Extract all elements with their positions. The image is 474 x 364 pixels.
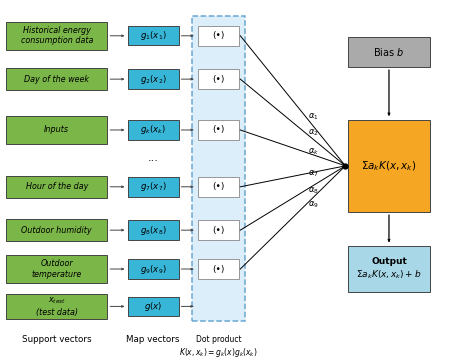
Text: $\Sigma a_kK(x,x_k)$: $\Sigma a_kK(x,x_k)$ [361, 159, 417, 173]
Text: Hour of the day: Hour of the day [26, 182, 88, 191]
Text: (•): (•) [212, 265, 225, 273]
FancyBboxPatch shape [128, 70, 179, 89]
FancyBboxPatch shape [6, 116, 108, 144]
Text: $\alpha_7$: $\alpha_7$ [308, 169, 319, 179]
Text: $\alpha_8$: $\alpha_8$ [308, 185, 319, 195]
Text: $g_2(x_2)$: $g_2(x_2)$ [140, 73, 166, 86]
Text: ...: ... [148, 153, 159, 163]
FancyBboxPatch shape [348, 246, 430, 292]
Text: Map vectors: Map vectors [127, 335, 180, 344]
Text: $\alpha_k$: $\alpha_k$ [308, 147, 319, 158]
Text: (•): (•) [212, 75, 225, 84]
FancyBboxPatch shape [6, 176, 108, 198]
FancyBboxPatch shape [192, 16, 245, 321]
FancyBboxPatch shape [198, 25, 239, 46]
Text: (•): (•) [212, 31, 225, 40]
Text: Bias $b$: Bias $b$ [374, 46, 405, 58]
Text: $\alpha_2$: $\alpha_2$ [308, 128, 319, 138]
Text: Outdoor humidity: Outdoor humidity [21, 226, 92, 235]
FancyBboxPatch shape [6, 219, 108, 241]
FancyBboxPatch shape [128, 259, 179, 279]
FancyBboxPatch shape [198, 69, 239, 89]
Text: (•): (•) [212, 126, 225, 134]
FancyBboxPatch shape [348, 119, 430, 212]
Text: (•): (•) [212, 226, 225, 235]
FancyBboxPatch shape [6, 294, 108, 319]
Text: Day of the week: Day of the week [24, 75, 89, 84]
Text: Inputs: Inputs [44, 126, 69, 134]
Text: $g_8(x_8)$: $g_8(x_8)$ [140, 223, 166, 237]
Text: Support vectors: Support vectors [22, 335, 91, 344]
Text: $x_{test}$
(test data): $x_{test}$ (test data) [36, 296, 78, 317]
Text: Output
$\Sigma a_kK(x,x_k)+b$: Output $\Sigma a_kK(x,x_k)+b$ [356, 257, 422, 281]
FancyBboxPatch shape [128, 177, 179, 197]
FancyBboxPatch shape [348, 37, 430, 67]
FancyBboxPatch shape [128, 120, 179, 140]
Text: Dot product
$K(x,x_k) = g_k(x)g_k(x_k)$: Dot product $K(x,x_k) = g_k(x)g_k(x_k)$ [179, 335, 258, 359]
Text: $g_1(x_1)$: $g_1(x_1)$ [140, 29, 166, 42]
Text: $\alpha_1$: $\alpha_1$ [308, 111, 319, 122]
FancyBboxPatch shape [198, 259, 239, 279]
Text: Outdoor
temperature: Outdoor temperature [32, 259, 82, 279]
FancyBboxPatch shape [198, 220, 239, 240]
Text: Historical energy
consumption data: Historical energy consumption data [20, 26, 93, 46]
Text: $g_7(x_7)$: $g_7(x_7)$ [140, 180, 166, 193]
FancyBboxPatch shape [6, 68, 108, 90]
FancyBboxPatch shape [198, 120, 239, 140]
Text: $g_9(x_9)$: $g_9(x_9)$ [140, 262, 166, 276]
FancyBboxPatch shape [6, 21, 108, 50]
FancyBboxPatch shape [198, 177, 239, 197]
FancyBboxPatch shape [128, 26, 179, 46]
Text: $\alpha_9$: $\alpha_9$ [308, 200, 319, 210]
Text: (•): (•) [212, 182, 225, 191]
Text: $g_k(x_k)$: $g_k(x_k)$ [140, 123, 166, 136]
FancyBboxPatch shape [128, 221, 179, 240]
Text: $g(x)$: $g(x)$ [144, 300, 163, 313]
FancyBboxPatch shape [128, 297, 179, 316]
FancyBboxPatch shape [6, 255, 108, 283]
